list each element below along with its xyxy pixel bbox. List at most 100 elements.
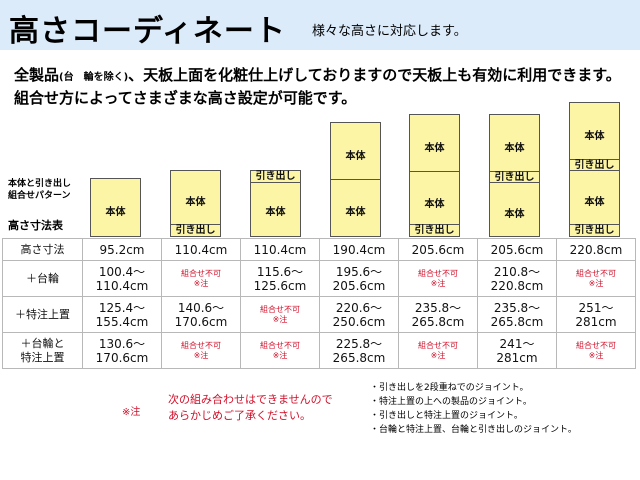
cell-line: 281cm [575, 314, 617, 329]
pattern-label-line-1: 本体と引き出し [8, 179, 72, 189]
size-cell: 190.4cm [319, 238, 399, 261]
cell-line: 190.4cm [332, 242, 386, 257]
cell-line: ※注 [430, 278, 446, 288]
cell-line: ※注 [588, 350, 604, 360]
diagram-6: 本体 引き出し 本体 [489, 114, 540, 237]
row-header-line: 高さ寸法 [20, 242, 65, 256]
body-label: 本体 [424, 199, 445, 210]
not-combinable-cell: 組合せ不可 ※注 [398, 332, 478, 369]
cell-line: 281cm [496, 350, 538, 365]
cell-line: 250.6cm [332, 314, 386, 329]
note-item: ・特注上置の上への製品のジョイント。 [370, 397, 532, 407]
size-cell: 115.6〜 125.6cm [240, 260, 320, 297]
cell-line: 125.4〜 [98, 300, 146, 315]
body-label: 本体 [584, 197, 605, 208]
not-combinable-cell: 組合せ不可 ※注 [161, 260, 241, 297]
note-list: ・引き出しを2段重ねでのジョイント。 ・特注上置の上への製品のジョイント。 ・引… [370, 381, 577, 437]
size-cell: 205.6cm [477, 238, 557, 261]
note-text-line-2: あらかじめご了承ください。 [168, 409, 311, 422]
cell-line: ※注 [272, 314, 288, 324]
cell-line: 110.4cm [253, 242, 307, 257]
pattern-label: 本体と引き出し 組合せパターン [8, 178, 71, 202]
body-label: 本体 [345, 207, 366, 218]
cell-line: 100.4〜 [98, 264, 146, 279]
size-table-label: 高さ寸法表 [8, 219, 63, 232]
cell-line: 195.6〜 [335, 264, 383, 279]
cell-line: 210.8〜 [493, 264, 541, 279]
intro-text-a: 全製品 [14, 66, 60, 84]
drawer-label: 引き出し [251, 171, 300, 183]
row-header-line: ＋台輪 [26, 271, 59, 285]
size-cell: 225.8〜 265.8cm [319, 332, 399, 369]
not-combinable-cell: 組合せ不可 ※注 [240, 296, 320, 333]
cell-line: 組合せ不可 [181, 268, 221, 278]
table-row: ＋特注上置 125.4〜 155.4cm 140.6〜 170.6cm 組合せ不可 ※注 22… [2, 296, 636, 333]
note-text-line-1: 次の組み合わせはできませんので [168, 393, 333, 406]
size-cell: 220.6〜 250.6cm [319, 296, 399, 333]
intro-note: (台 輪を除く) [59, 72, 129, 83]
size-cell: 220.8cm [556, 238, 636, 261]
cell-line: 組合せ不可 [418, 268, 458, 278]
not-combinable-cell: 組合せ不可 ※注 [398, 260, 478, 297]
cell-line: ※注 [193, 278, 209, 288]
body-label: 本体 [424, 143, 445, 154]
row-header: 高さ寸法 [2, 238, 83, 261]
cell-line: 130.6〜 [98, 336, 146, 351]
cell-line: 241〜 [499, 336, 535, 351]
size-cell: 210.8〜 220.8cm [477, 260, 557, 297]
intro-text-b: 、天板上面を化粧仕上げしておりますので天板上も有効に利用できます。 [128, 66, 621, 84]
cell-line: 組合せ不可 [418, 340, 458, 350]
body-label: 本体 [584, 131, 605, 142]
row-header-line: ＋特注上置 [15, 307, 70, 321]
not-combinable-cell: 組合せ不可 ※注 [161, 332, 241, 369]
cell-line: 125.6cm [253, 278, 307, 293]
cell-line: ※注 [272, 350, 288, 360]
cell-line: 220.8cm [569, 242, 623, 257]
cell-line: 115.6〜 [256, 264, 304, 279]
cell-line: 205.6cm [490, 242, 544, 257]
row-header-line: ＋台輪と [20, 336, 65, 350]
cell-line: 251〜 [578, 300, 614, 315]
cell-line: 220.6〜 [335, 300, 383, 315]
table-row: ＋台輪と 特注上置 130.6〜 170.6cm 組合せ不可 ※注 組合せ不可 ※注 225.8… [2, 332, 636, 369]
intro-line-1: 全製品(台 輪を除く)、天板上面を化粧仕上げしておりますので天板上も有効に利用で… [14, 64, 621, 85]
row-header: ＋台輪と 特注上置 [2, 332, 83, 369]
drawer-label: 引き出し [570, 159, 619, 171]
cell-line: 110.4cm [174, 242, 228, 257]
drawer-label: 引き出し [410, 224, 459, 236]
cell-line: 155.4cm [95, 314, 149, 329]
size-cell: 251〜 281cm [556, 296, 636, 333]
size-cell: 205.6cm [398, 238, 478, 261]
cell-line: ※注 [588, 278, 604, 288]
size-cell: 235.8〜 265.8cm [398, 296, 478, 333]
size-cell: 195.6〜 205.6cm [319, 260, 399, 297]
cell-line: 225.8〜 [335, 336, 383, 351]
cell-line: 110.4cm [95, 278, 149, 293]
row-header: ＋特注上置 [2, 296, 83, 333]
table-row: 高さ寸法 95.2cm 110.4cm 110.4cm 190.4cm 205.6cm 20… [2, 238, 636, 261]
cell-line: 205.6cm [332, 278, 386, 293]
cell-line: 組合せ不可 [576, 340, 616, 350]
divider [410, 171, 459, 172]
body-label: 本体 [504, 143, 525, 154]
cell-line: 組合せ不可 [260, 340, 300, 350]
cell-line: 235.8〜 [493, 300, 541, 315]
pattern-label-line-2: 組合せパターン [8, 191, 71, 201]
body-label: 本体 [185, 197, 206, 208]
size-cell: 235.8〜 265.8cm [477, 296, 557, 333]
body-label: 本体 [345, 151, 366, 162]
size-cell: 130.6〜 170.6cm [82, 332, 162, 369]
diagram-5: 本体 本体 引き出し [409, 114, 460, 237]
cell-line: 265.8cm [490, 314, 544, 329]
row-header-line: 特注上置 [20, 350, 65, 364]
body-label: 本体 [504, 209, 525, 220]
cell-line: 220.8cm [490, 278, 544, 293]
cell-line: ※注 [430, 350, 446, 360]
note-mark: ※注 [122, 407, 141, 418]
cell-line: 140.6〜 [177, 300, 225, 315]
note-item: ・引き出しを2段重ねでのジョイント。 [370, 383, 529, 393]
table-row: ＋台輪 100.4〜 110.4cm 組合せ不可 ※注 115.6〜 125.6cm 195.… [2, 260, 636, 297]
size-cell: 125.4〜 155.4cm [82, 296, 162, 333]
body-label: 本体 [105, 207, 126, 218]
size-cell: 100.4〜 110.4cm [82, 260, 162, 297]
